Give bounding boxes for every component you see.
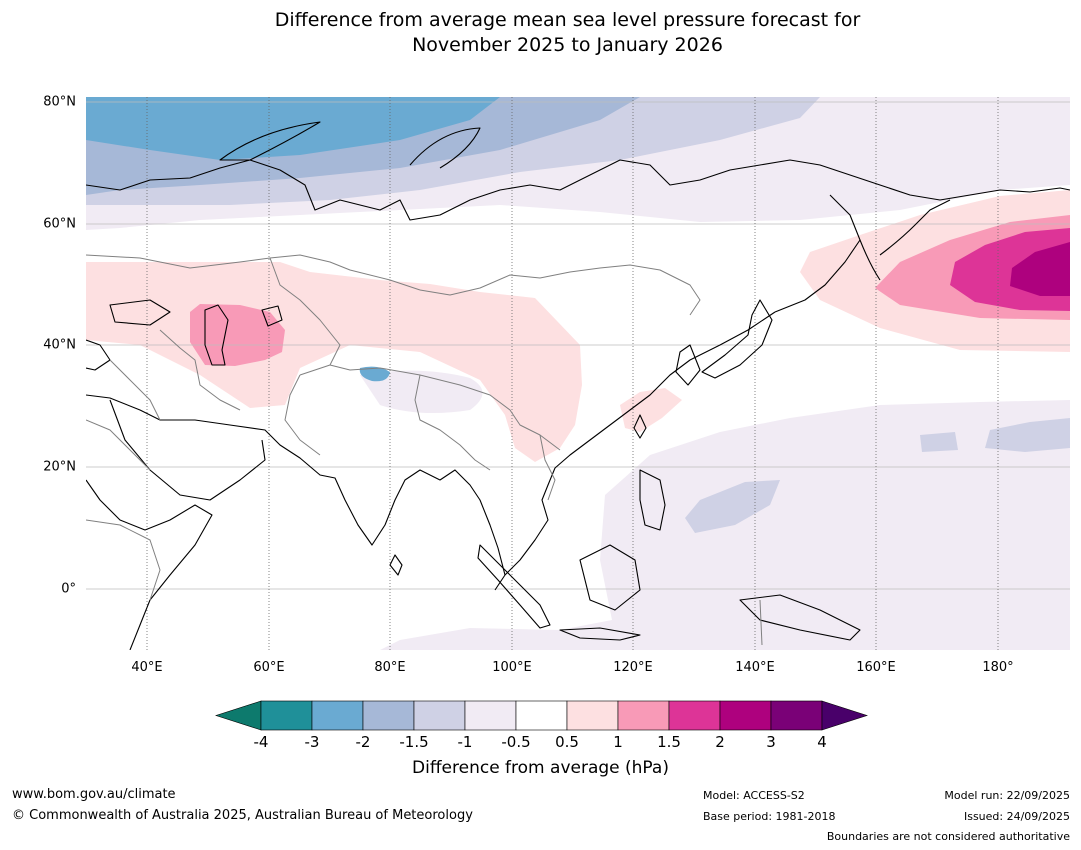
coastlines	[86, 121, 1070, 650]
colorbar-cell	[617, 700, 670, 731]
caspian-sea-coast	[204, 304, 229, 366]
colorbar-tick-label: -0.5	[501, 733, 531, 751]
south-asia-coast	[86, 394, 506, 576]
colorbar-cell	[362, 700, 415, 731]
sri-lanka-coast	[389, 554, 403, 576]
lon-label-120e: 120°E	[613, 660, 653, 675]
footer-model: Model: ACCESS-S2	[703, 789, 805, 802]
anomaly-east-china-pink	[620, 388, 682, 432]
footer-copyright: © Commonwealth of Australia 2025, Austra…	[12, 808, 473, 823]
colorbar-tick-label: -1	[457, 733, 473, 751]
africa-coast	[86, 479, 213, 650]
borneo-coast	[579, 544, 641, 611]
colorbar-extend-low	[215, 700, 262, 731]
anomaly-arctic-blue	[86, 97, 500, 160]
colorbar-cells	[215, 700, 868, 731]
colorbar-cell	[566, 700, 619, 731]
japan-coast	[701, 299, 773, 379]
arabia-coast	[109, 399, 266, 501]
java-coast	[559, 627, 641, 641]
sumatra-coast	[477, 544, 551, 629]
title-line-1: Difference from average mean sea level p…	[274, 9, 861, 31]
colorbar-cell	[770, 700, 823, 731]
korea-coast	[675, 344, 701, 386]
chart-title: Difference from average mean sea level p…	[0, 8, 1081, 58]
lon-label-100e: 100°E	[492, 660, 532, 675]
lon-label-180: 180°	[982, 660, 1014, 675]
lat-label-60n: 60°N	[43, 216, 76, 232]
colorbar-tick-label: 0.5	[555, 733, 579, 751]
anomaly-pacific-light-purple-west	[685, 480, 780, 533]
colorbar-cell	[464, 700, 517, 731]
new-guinea-coast	[739, 594, 861, 641]
colorbar-extend-high	[821, 700, 868, 731]
lon-label-160e: 160°E	[856, 660, 896, 675]
colorbar-tick-label: 1.5	[657, 733, 681, 751]
country-borders	[86, 254, 763, 646]
philippines-coast	[639, 469, 666, 531]
colorbar-tick-label: 3	[766, 733, 776, 751]
colorbar-tick-label: 4	[817, 733, 827, 751]
anomaly-north-pacific-deep-magenta	[1010, 242, 1070, 296]
colorbar-cell	[413, 700, 466, 731]
lon-label-140e: 140°E	[735, 660, 775, 675]
colorbar-cell	[719, 700, 772, 731]
anomaly-pacific-light-purple-east	[985, 418, 1070, 452]
anomaly-central-asia-mid-pink	[190, 304, 285, 366]
lat-label-80n: 80°N	[43, 94, 76, 110]
colorbar-tick-label: 2	[715, 733, 725, 751]
kamchatka-okhotsk-coast	[774, 194, 951, 313]
footer-base-period: Base period: 1981-2018	[703, 810, 836, 823]
colorbar-tick-label: -4	[253, 733, 269, 751]
black-sea-coast	[109, 299, 171, 326]
colorbar-label: Difference from average (hPa)	[412, 758, 669, 778]
anomaly-pacific-light-purple-mid	[920, 432, 958, 452]
aral-sea-coast	[261, 305, 283, 327]
colorbar-cell	[668, 700, 721, 731]
lat-label-40n: 40°N	[43, 337, 76, 353]
colorbar-tick-label: -2	[355, 733, 371, 751]
longitude-gridlines	[146, 97, 999, 650]
anomaly-tibet-lavender	[360, 370, 483, 414]
lon-label-80e: 80°E	[374, 660, 406, 675]
lon-label-40e: 40°E	[131, 660, 163, 675]
colorbar-tick-label: -3	[304, 733, 320, 751]
arctic-coastline	[86, 159, 1070, 221]
footer-url: www.bom.gov.au/climate	[12, 787, 176, 802]
forecast-map	[86, 97, 1070, 650]
colorbar-tick-label: 1	[613, 733, 623, 751]
colorbar-cell	[515, 700, 568, 731]
title-line-2: November 2025 to January 2026	[412, 34, 723, 56]
colorbar-tick-label: -1.5	[399, 733, 429, 751]
anomaly-tibet-blue	[359, 366, 390, 382]
taiwan-coast	[633, 414, 647, 439]
lat-label-20n: 20°N	[43, 459, 76, 475]
colorbar-cell	[311, 700, 364, 731]
footer-model-run: Model run: 22/09/2025	[944, 789, 1070, 802]
novaya-zemlya-coast	[219, 121, 321, 161]
lat-label-0: 0°	[61, 581, 76, 597]
latitude-gridlines	[86, 101, 1070, 590]
footer-issued: Issued: 24/09/2025	[963, 810, 1070, 823]
footer-disclaimer: Boundaries are not considered authoritat…	[826, 830, 1070, 843]
lon-label-60e: 60°E	[253, 660, 285, 675]
colorbar-cell	[260, 700, 313, 731]
taymyr-coast	[409, 127, 481, 169]
